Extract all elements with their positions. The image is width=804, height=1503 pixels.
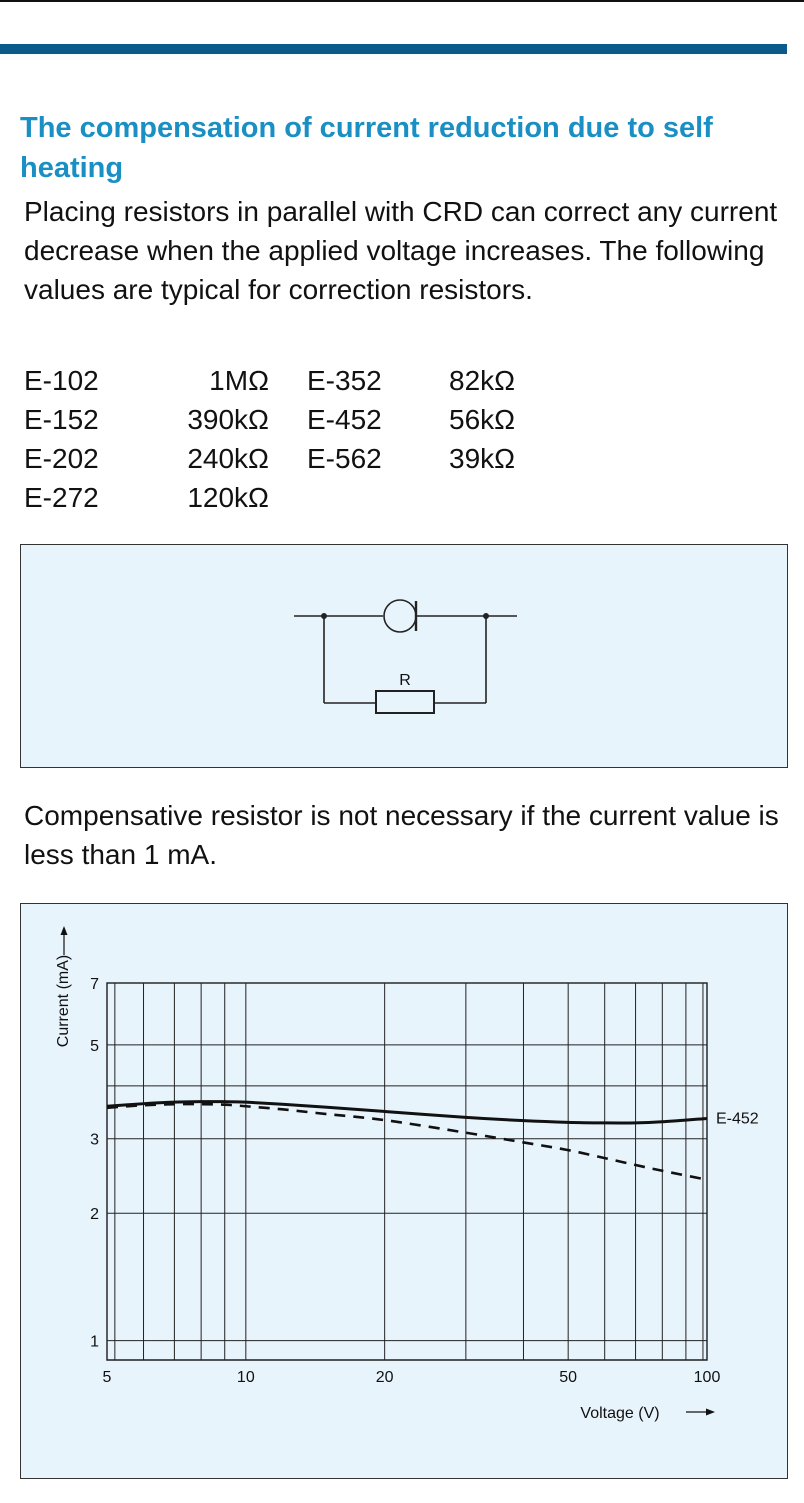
model-cell: E-152 [24,404,99,435]
resistor-row: E-102 1MΩ E-352 82kΩ [24,361,624,400]
uncompensated-series-line [106,1102,708,1182]
x-tick-label: 50 [559,1369,577,1386]
resistance-cell: 390kΩ [187,404,269,435]
y-tick-label: 2 [90,1206,99,1223]
model-cell: E-562 [307,443,382,474]
resistor-label: R [399,672,411,689]
crd-diode-symbol [383,599,417,633]
chart-tick-labels: 5 10 20 50 100 1 2 3 5 7 [90,976,720,1386]
resistance-cell: 120kΩ [187,482,269,513]
header-bar [0,44,787,54]
section-heading: The compensation of current reduction du… [20,112,713,184]
x-tick-label: 5 [103,1369,112,1386]
series-label: E-452 [716,1110,759,1127]
x-tick-label: 10 [237,1369,255,1386]
resistor-row: E-202 240kΩ E-562 39kΩ [24,439,624,478]
circuit-diagram-panel: R [20,544,788,768]
model-cell: E-272 [24,482,99,513]
note-paragraph: Compensative resistor is not necessary i… [24,800,779,870]
resistance-cell: 82kΩ [449,365,516,396]
e452-series-line [106,1100,708,1125]
y-tick-label: 1 [90,1334,99,1351]
resistance-cell: 56kΩ [449,404,516,435]
chart-grid [106,982,708,1361]
y-tick-label: 7 [90,976,99,993]
y-tick-label: 3 [90,1132,99,1149]
chart-panel: 5 10 20 50 100 1 2 3 5 7 E-452 Current (mA) Volta… [20,903,788,1479]
resistance-cell: 1MΩ [209,365,269,396]
x-axis-label: Voltage (V) [580,1405,659,1422]
model-cell: E-102 [24,365,99,396]
resistance-cell: 39kΩ [449,443,516,474]
y-axis-arrow [60,926,68,955]
x-tick-label: 100 [694,1369,721,1386]
x-tick-label: 20 [376,1369,394,1386]
model-cell: E-352 [307,365,382,396]
y-axis-label: Current (mA) [55,955,72,1047]
y-tick-label: 5 [90,1038,99,1055]
resistor-symbol [375,690,435,714]
junction-dot-left [321,613,327,619]
resistor-row: E-152 390kΩ E-452 56kΩ [24,400,624,439]
model-cell: E-202 [24,443,99,474]
resistor-row: E-272 120kΩ [24,478,624,517]
x-axis-arrow [686,1408,715,1416]
chart-series: E-452 [106,1100,759,1182]
intro-paragraph: Placing resistors in parallel with CRD c… [24,196,778,305]
model-cell: E-452 [307,404,382,435]
circuit-diagram: R [294,599,517,714]
junction-dot-right [483,613,489,619]
plot-frame [106,982,708,1361]
current-voltage-chart: 5 10 20 50 100 1 2 3 5 7 E-452 Current (mA) Volta… [55,926,759,1422]
resistance-cell: 240kΩ [187,443,269,474]
resistor-table: E-102 1MΩ E-352 82kΩ E-152 390kΩ E-452 5… [24,361,624,517]
top-rule [0,0,804,2]
